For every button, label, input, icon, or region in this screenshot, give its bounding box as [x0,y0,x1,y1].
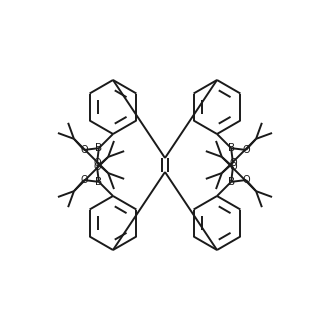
Text: B: B [95,177,102,187]
Text: O: O [93,158,101,168]
Text: O: O [93,162,101,172]
Text: B: B [95,143,102,153]
Text: O: O [229,158,237,168]
Text: O: O [80,175,88,185]
Text: O: O [80,145,88,155]
Text: O: O [229,162,237,172]
Text: B: B [228,143,235,153]
Text: B: B [228,177,235,187]
Text: O: O [242,175,250,185]
Text: O: O [242,145,250,155]
